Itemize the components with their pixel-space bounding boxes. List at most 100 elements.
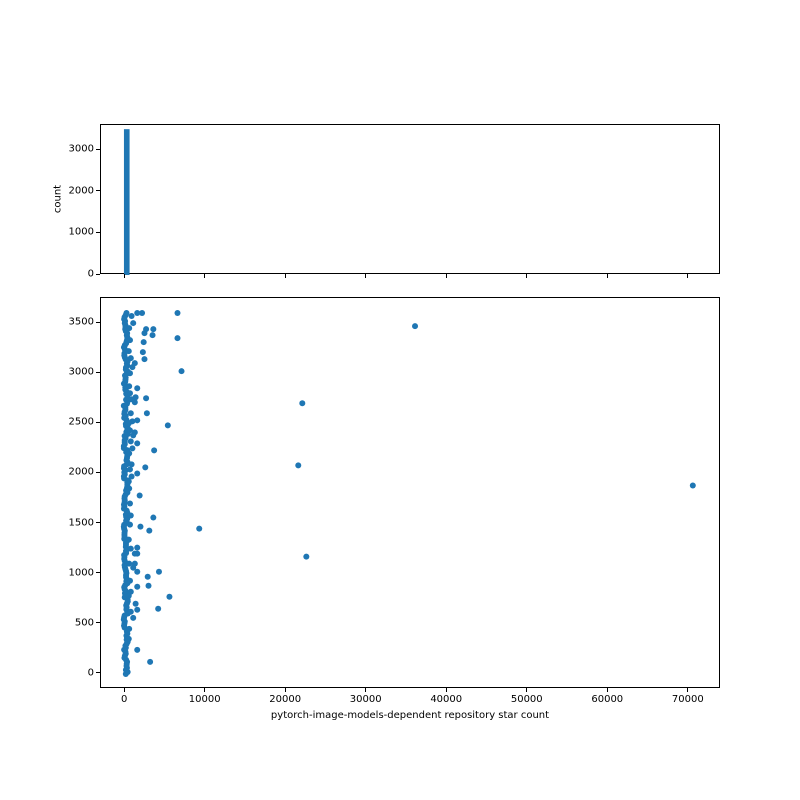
ytick-label: 1500 [69, 517, 94, 528]
scatter-point [127, 337, 133, 343]
scatter-point [166, 594, 172, 600]
scatter-point [156, 569, 162, 575]
scatter-point [127, 522, 133, 528]
ytick-mark [96, 232, 100, 233]
scatter-point [129, 313, 135, 319]
xtick-mark [687, 274, 688, 278]
scatter-point [150, 515, 156, 521]
scatter-point [126, 537, 132, 543]
scatter-point [126, 561, 132, 567]
scatter-point [128, 355, 134, 361]
scatter-point [150, 326, 156, 332]
x-axis-label: pytorch-image-models-dependent repositor… [271, 710, 549, 721]
ytick-mark [96, 672, 100, 673]
xtick-label: 70000 [672, 694, 704, 705]
xtick-mark [124, 274, 125, 278]
scatter-point [137, 524, 143, 530]
xtick-mark [607, 688, 608, 692]
xtick-mark [446, 274, 447, 278]
scatter-point [128, 438, 134, 444]
histogram-panel [100, 124, 720, 274]
ytick-label: 3000 [69, 144, 94, 155]
scatter-point [130, 432, 136, 438]
scatter-point [144, 410, 150, 416]
ytick-label: 1000 [69, 227, 94, 238]
scatter-point [134, 607, 140, 613]
xtick-mark [607, 274, 608, 278]
xtick-label: 0 [121, 694, 127, 705]
scatter-point [128, 609, 134, 615]
scatter-point [134, 647, 140, 653]
xtick-label: 20000 [269, 694, 301, 705]
scatter-point [132, 551, 138, 557]
xtick-label: 30000 [350, 694, 382, 705]
scatter-point [146, 583, 152, 589]
xtick-label: 50000 [511, 694, 543, 705]
scatter-point [146, 528, 152, 534]
scatter-point [143, 395, 149, 401]
ytick-mark [96, 372, 100, 373]
scatter-point [127, 427, 133, 433]
histogram-plot [101, 125, 721, 275]
scatter-point [299, 400, 305, 406]
ytick-mark [96, 274, 100, 275]
scatter-point [134, 584, 140, 590]
scatter-point [126, 383, 132, 389]
xtick-label: 60000 [591, 694, 623, 705]
xtick-mark [204, 688, 205, 692]
scatter-point [147, 659, 153, 665]
scatter-point [126, 325, 132, 331]
scatter-point [134, 470, 140, 476]
ytick-mark [96, 422, 100, 423]
ytick-label: 2000 [69, 185, 94, 196]
ytick-label: 3500 [69, 317, 94, 328]
scatter-point [151, 447, 157, 453]
ytick-label: 0 [88, 667, 94, 678]
scatter-point [134, 310, 140, 316]
scatter-point [150, 332, 156, 338]
scatter-point [130, 320, 136, 326]
scatter-point [129, 396, 135, 402]
scatter-point [128, 546, 134, 552]
scatter-point [690, 482, 696, 488]
scatter-point [127, 390, 133, 396]
scatter-point [141, 330, 147, 336]
scatter-point [142, 464, 148, 470]
histogram-ylabel: count [53, 185, 64, 213]
xtick-mark [285, 688, 286, 692]
scatter-point [126, 450, 132, 456]
scatter-point [196, 526, 202, 532]
xtick-mark [204, 274, 205, 278]
xtick-mark [446, 688, 447, 692]
ytick-mark [96, 322, 100, 323]
ytick-label: 1000 [69, 567, 94, 578]
scatter-point [141, 356, 147, 362]
scatter-point [128, 410, 134, 416]
ytick-mark [96, 622, 100, 623]
scatter-point [126, 626, 132, 632]
ytick-label: 3000 [69, 367, 94, 378]
scatter-point [126, 478, 132, 484]
scatter-point [126, 485, 132, 491]
ytick-mark [96, 149, 100, 150]
scatter-point [126, 420, 132, 426]
xtick-label: 40000 [430, 694, 462, 705]
histogram-bar [124, 129, 130, 275]
xtick-mark [285, 274, 286, 278]
scatter-point [126, 348, 132, 354]
scatter-point [128, 513, 134, 519]
scatter-point [141, 339, 147, 345]
scatter-point [129, 473, 135, 479]
xtick-mark [124, 688, 125, 692]
scatter-point [133, 601, 139, 607]
scatter-point [134, 545, 140, 551]
scatter-point [303, 554, 309, 560]
scatter-point [165, 422, 171, 428]
scatter-point [155, 606, 161, 612]
scatter-point [145, 574, 151, 580]
ytick-label: 2500 [69, 417, 94, 428]
ytick-label: 2000 [69, 467, 94, 478]
scatter-point [129, 364, 135, 370]
ytick-mark [96, 472, 100, 473]
xtick-label: 10000 [189, 694, 221, 705]
